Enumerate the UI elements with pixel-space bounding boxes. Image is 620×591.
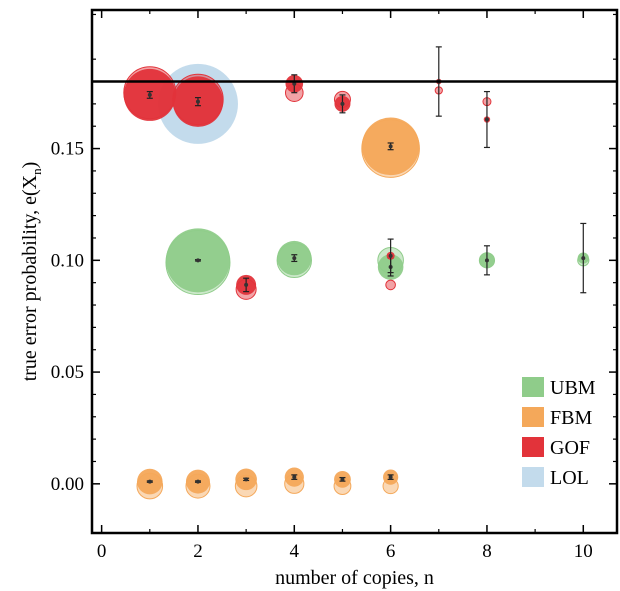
gof-point-center-2 — [244, 282, 249, 287]
plot-frame — [90, 8, 619, 535]
x-tick-label-3: 6 — [386, 541, 396, 562]
ubm-point-center-4 — [581, 256, 586, 261]
fbm-point-center-6 — [388, 144, 393, 149]
x-tick-label-5: 10 — [574, 541, 593, 562]
ticks-layer: 0 2 4 6 8 10 0.00 0.05 0.10 0.15 — [51, 10, 617, 562]
legend-label-fbm: FBM — [550, 407, 592, 429]
x-tick-label-4: 8 — [482, 541, 492, 562]
legend-swatch-gof — [522, 437, 544, 457]
legend-label-ubm: UBM — [550, 377, 596, 399]
fbm-point-center-1 — [195, 479, 200, 484]
legend-swatch-lol — [522, 467, 544, 487]
fbm-point-center-0 — [147, 479, 152, 484]
gof-point-center-7 — [484, 117, 489, 122]
ubm-point-center-3 — [484, 258, 489, 263]
gof-point-center-5 — [388, 253, 393, 258]
x-tick-label-0: 0 — [97, 541, 107, 562]
x-tick-label-2: 4 — [290, 541, 300, 562]
fbm-point-center-2 — [244, 477, 249, 482]
y-tick-label-0: 0.00 — [51, 474, 84, 495]
y-tick-label-1: 0.05 — [51, 362, 84, 383]
marks-layer — [123, 46, 590, 500]
x-axis-label: number of copies, n — [275, 567, 434, 589]
y-axis-label-main: true error probability, e(X — [19, 174, 41, 381]
legend-swatch-fbm — [522, 407, 544, 427]
fbm-point-center-4 — [340, 477, 345, 482]
y-tick-label-2: 0.10 — [51, 250, 84, 271]
fbm-point-center-3 — [292, 475, 297, 480]
y-tick-label-3: 0.15 — [51, 139, 84, 160]
y-axis-label: true error probability, e(Xn) — [19, 162, 44, 382]
legend: UBM FBM GOF LOL — [522, 377, 596, 489]
legend-label-gof: GOF — [550, 437, 590, 459]
ubm-point-center-1 — [292, 256, 297, 261]
y-axis-label-subscript: n — [29, 168, 44, 175]
gof-point-center-0 — [147, 92, 152, 97]
legend-swatch-ubm — [522, 377, 544, 397]
gof-point-center-4 — [340, 101, 345, 106]
x-tick-label-1: 2 — [193, 541, 203, 562]
gof-point-center-1 — [195, 99, 200, 104]
y-axis-label-close: ) — [19, 162, 41, 169]
legend-label-lol: LOL — [550, 467, 589, 489]
fbm-point-center-5 — [388, 475, 393, 480]
ubm-point-center-0 — [195, 258, 200, 263]
gof-ghost-point-5 — [385, 279, 396, 291]
